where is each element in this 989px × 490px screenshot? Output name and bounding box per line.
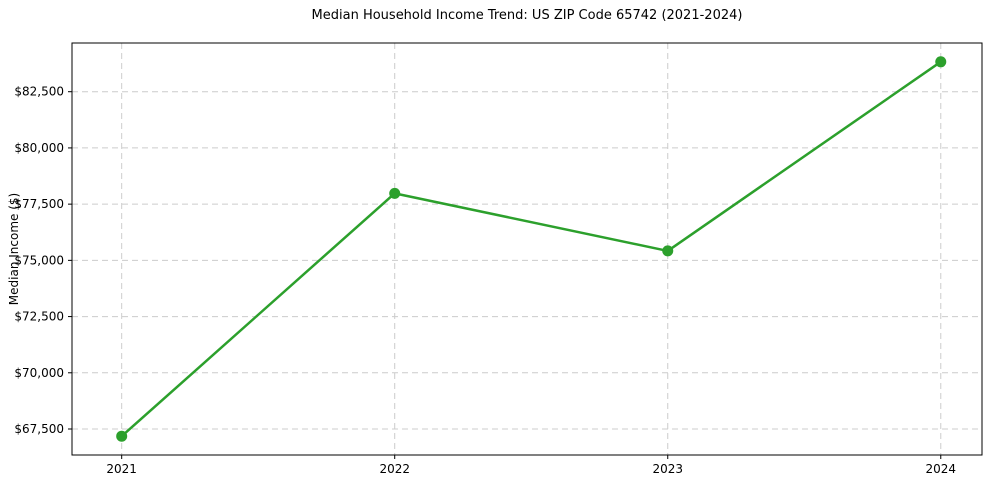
data-point-2021	[116, 430, 128, 442]
data-point-2022	[389, 187, 401, 199]
y-tick-label: $67,500	[14, 422, 64, 436]
y-tick-label: $80,000	[14, 141, 64, 155]
y-tick-label: $70,000	[14, 366, 64, 380]
y-tick-label: $75,000	[14, 253, 64, 267]
trend-line	[120, 60, 943, 438]
x-tick-label: 2022	[379, 462, 410, 476]
x-tick-label: 2023	[652, 462, 683, 476]
data-point-2023	[662, 245, 674, 257]
y-tick-label: $77,500	[14, 197, 64, 211]
x-tick-label: 2024	[925, 462, 956, 476]
data-point-2024	[935, 56, 947, 68]
y-tick-label: $82,500	[14, 85, 64, 99]
y-tick-label: $72,500	[14, 310, 64, 324]
x-tick-label: 2021	[106, 462, 137, 476]
plot-border	[71, 42, 983, 456]
chart-title: Median Household Income Trend: US ZIP Co…	[311, 8, 743, 23]
